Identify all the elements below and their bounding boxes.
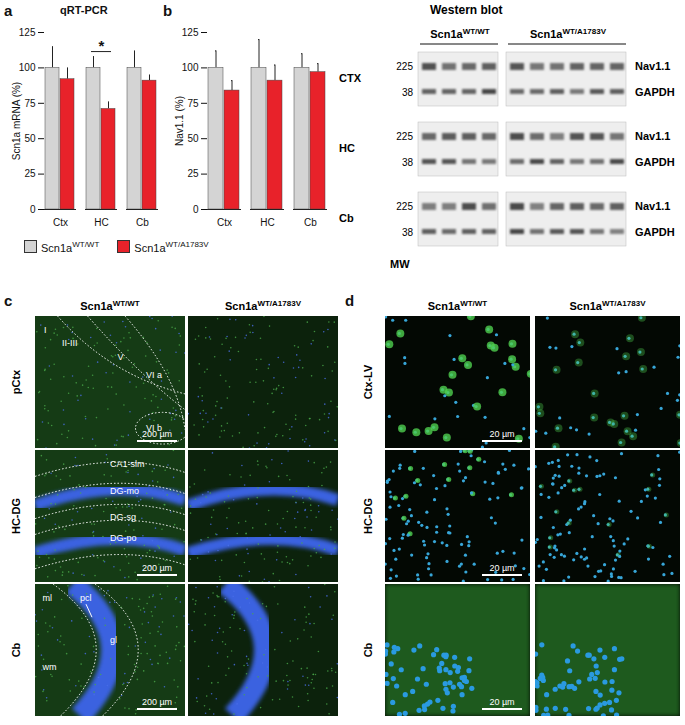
svg-text:125: 125 bbox=[19, 27, 36, 38]
svg-text:20 µm: 20 µm bbox=[489, 429, 514, 439]
svg-text:0: 0 bbox=[30, 204, 36, 215]
svg-text:75: 75 bbox=[24, 98, 36, 109]
svg-text:CA1-slm: CA1-slm bbox=[110, 459, 145, 469]
svg-text:50: 50 bbox=[187, 133, 199, 144]
svg-text:Nav1.1: Nav1.1 bbox=[635, 60, 670, 72]
html-text:Scn1aWT/WT: Scn1aWT/WT bbox=[41, 240, 100, 254]
svg-text:CTX: CTX bbox=[339, 72, 362, 84]
svg-text:0: 0 bbox=[193, 204, 199, 215]
svg-text:20 µm: 20 µm bbox=[489, 697, 514, 707]
svg-text:I: I bbox=[44, 325, 47, 335]
svg-text:*: * bbox=[99, 37, 105, 54]
svg-text:20 µm: 20 µm bbox=[489, 563, 514, 573]
svg-text:Ctx: Ctx bbox=[217, 217, 232, 228]
svg-text:wm: wm bbox=[42, 662, 57, 672]
svg-text:HC: HC bbox=[339, 142, 355, 154]
svg-text:Nav1.1: Nav1.1 bbox=[635, 200, 670, 212]
svg-text:200 µm: 200 µm bbox=[142, 429, 172, 439]
svg-text:DG-mo: DG-mo bbox=[110, 486, 139, 496]
svg-text:VI a: VI a bbox=[146, 370, 162, 380]
svg-text:pcl: pcl bbox=[80, 593, 92, 603]
html-text:b: b bbox=[163, 2, 173, 19]
html-text:Scn1aWT/A1783V: Scn1aWT/A1783V bbox=[134, 240, 209, 254]
html-text:c: c bbox=[4, 292, 13, 309]
svg-text:75: 75 bbox=[187, 98, 199, 109]
svg-text:DG-sg: DG-sg bbox=[110, 512, 136, 522]
svg-text:Scn1aWT/WT: Scn1aWT/WT bbox=[80, 299, 140, 313]
svg-text:Scn1aWT/WT: Scn1aWT/WT bbox=[428, 299, 488, 313]
svg-text:225: 225 bbox=[396, 131, 413, 142]
svg-text:V: V bbox=[118, 352, 124, 362]
svg-text:DG-po: DG-po bbox=[110, 533, 137, 543]
svg-text:HC-DG: HC-DG bbox=[362, 498, 374, 534]
svg-text:Cb: Cb bbox=[362, 642, 374, 657]
svg-text:HC-DG: HC-DG bbox=[10, 498, 22, 534]
html-text:qRT-PCR: qRT-PCR bbox=[60, 4, 108, 16]
svg-text:100: 100 bbox=[182, 62, 199, 73]
svg-text:Cb: Cb bbox=[304, 217, 317, 228]
svg-text:Scn1aWT/A1783V: Scn1aWT/A1783V bbox=[530, 27, 607, 41]
svg-text:HC: HC bbox=[260, 217, 274, 228]
svg-text:25: 25 bbox=[24, 168, 36, 179]
html-text:d: d bbox=[345, 292, 355, 309]
svg-text:MW: MW bbox=[390, 258, 410, 270]
svg-text:GAPDH: GAPDH bbox=[635, 156, 675, 168]
svg-text:Nav1.1 (%): Nav1.1 (%) bbox=[174, 96, 185, 146]
svg-text:Ctx: Ctx bbox=[53, 217, 68, 228]
svg-text:200 µm: 200 µm bbox=[142, 563, 172, 573]
svg-text:II-III: II-III bbox=[62, 338, 78, 348]
svg-text:GAPDH: GAPDH bbox=[635, 226, 675, 238]
svg-text:ml: ml bbox=[43, 593, 53, 603]
svg-text:38: 38 bbox=[402, 227, 414, 238]
svg-text:GAPDH: GAPDH bbox=[635, 86, 675, 98]
svg-text:VI b: VI b bbox=[146, 422, 162, 433]
svg-text:Scn1aWT/A1783V: Scn1aWT/A1783V bbox=[225, 299, 302, 313]
svg-text:Western blot: Western blot bbox=[430, 3, 502, 17]
svg-text:25: 25 bbox=[187, 168, 199, 179]
svg-text:225: 225 bbox=[396, 61, 413, 72]
svg-text:Cb: Cb bbox=[339, 212, 354, 224]
svg-text:gl: gl bbox=[110, 635, 117, 645]
svg-text:50: 50 bbox=[24, 133, 36, 144]
svg-text:Scn1a mRNA (%): Scn1a mRNA (%) bbox=[11, 82, 22, 160]
html-text:a: a bbox=[4, 2, 13, 19]
svg-text:Scn1aWT/WT: Scn1aWT/WT bbox=[430, 27, 490, 41]
svg-text:225: 225 bbox=[396, 201, 413, 212]
svg-text:100: 100 bbox=[19, 62, 36, 73]
svg-text:Cb: Cb bbox=[136, 217, 149, 228]
svg-text:Nav1.1: Nav1.1 bbox=[635, 130, 670, 142]
svg-text:38: 38 bbox=[402, 87, 414, 98]
svg-text:Cb: Cb bbox=[10, 642, 22, 657]
svg-text:200 µm: 200 µm bbox=[142, 697, 172, 707]
svg-text:pCtx: pCtx bbox=[10, 369, 22, 394]
svg-text:Ctx-LV: Ctx-LV bbox=[362, 364, 374, 399]
svg-text:Scn1aWT/A1783V: Scn1aWT/A1783V bbox=[570, 299, 647, 313]
svg-text:HC: HC bbox=[94, 217, 108, 228]
svg-text:125: 125 bbox=[182, 27, 199, 38]
svg-text:38: 38 bbox=[402, 157, 414, 168]
